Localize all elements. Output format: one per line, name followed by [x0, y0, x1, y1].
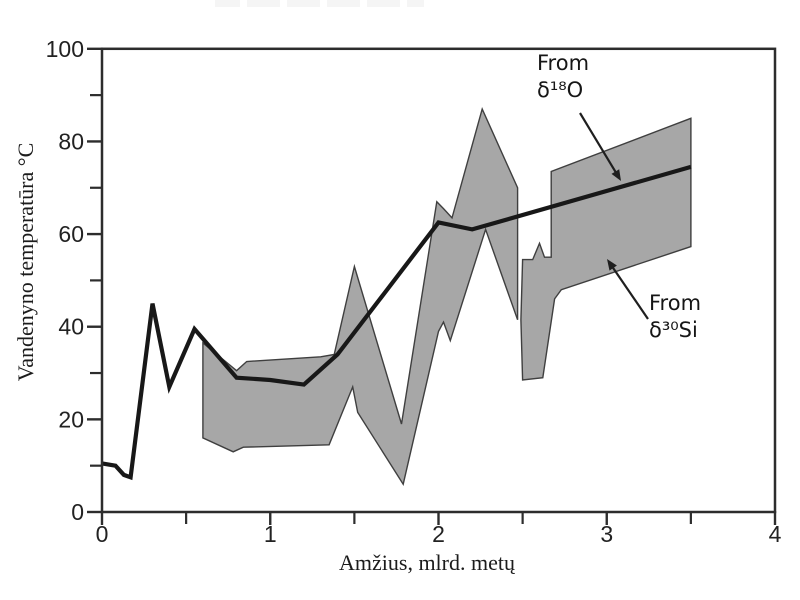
x-tick-label: 3: [600, 521, 613, 547]
y-tick-label: 80: [58, 128, 84, 154]
redacted-block: [287, 0, 320, 7]
y-tick-label: 100: [46, 36, 84, 62]
x-tick-label: 1: [264, 521, 277, 547]
temperature-line-from-d18o: [101, 164, 692, 481]
band-from-d30si: [202, 106, 519, 486]
x-tick-label: 4: [769, 521, 782, 547]
annotation-arrow-d30si-line: [609, 263, 649, 320]
redacted-block: [247, 0, 280, 7]
annotation-from-d30si: From δ³⁰Si: [649, 290, 701, 344]
y-tick-label: 20: [58, 406, 84, 432]
y-axis-title: Vandenyno temperatūra °C: [13, 142, 38, 382]
annotation-from-d18o-line2: δ¹⁸O: [537, 78, 584, 102]
x-tick-label: 2: [432, 521, 445, 547]
annotation-arrow-d30si-head: [607, 259, 617, 271]
annotation-from-d18o: From δ¹⁸O: [537, 50, 589, 104]
x-axis-title: Amžius, mlrd. metų: [339, 550, 515, 575]
annotation-arrow-d18o-head: [611, 169, 621, 181]
y-tick-label: 60: [58, 221, 84, 247]
redacted-block: [407, 0, 424, 7]
x-tick-label: 0: [96, 521, 109, 547]
y-tick-label: 0: [71, 499, 84, 525]
y-tick-label: 40: [58, 314, 84, 340]
annotation-arrow-d18o-line: [579, 112, 619, 177]
annotation-from-d18o-line1: From: [537, 51, 590, 75]
redacted-block: [367, 0, 400, 7]
annotation-from-d30si-line1: From: [649, 291, 702, 315]
redacted-block: [215, 0, 240, 7]
redacted-block: [327, 0, 360, 7]
annotation-from-d30si-line2: δ³⁰Si: [649, 318, 698, 342]
band-from-d30si: [520, 117, 692, 381]
